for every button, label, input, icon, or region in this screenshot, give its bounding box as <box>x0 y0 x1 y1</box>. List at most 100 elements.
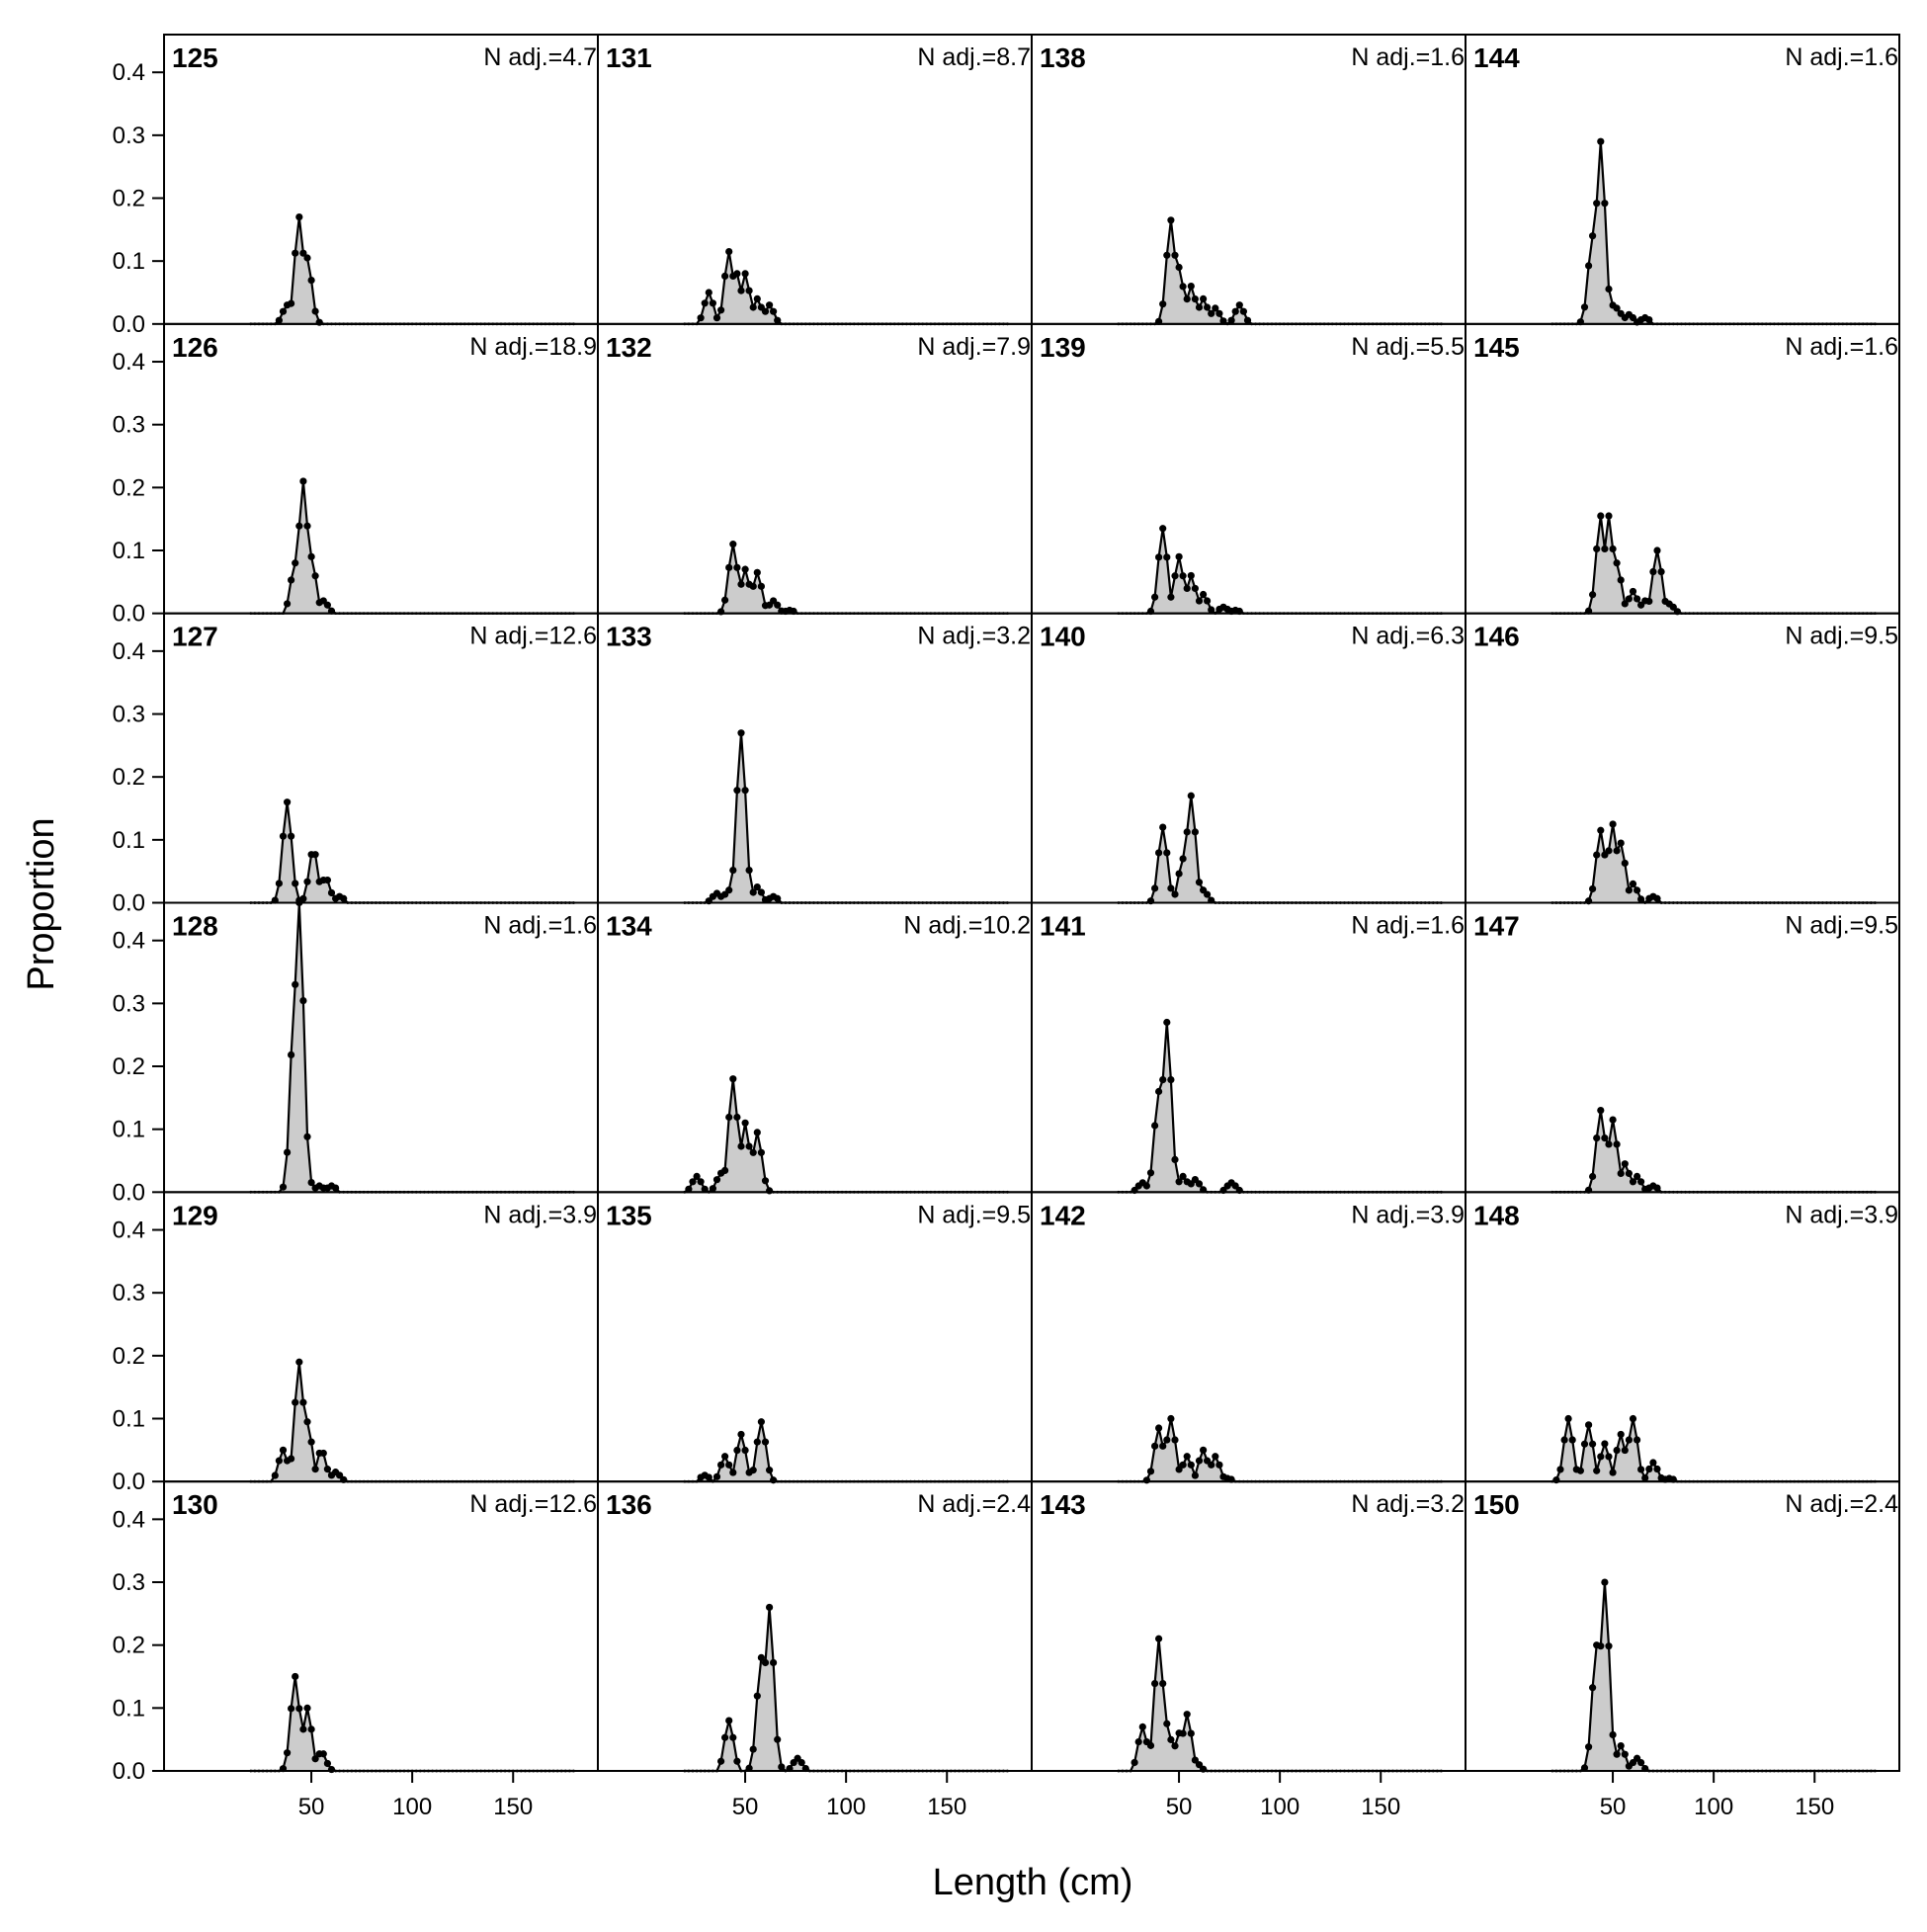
data-point <box>303 254 311 262</box>
panel-n-adj-label: N adj.=5.5 <box>1351 333 1465 361</box>
data-point <box>1605 285 1613 294</box>
data-point <box>319 1750 327 1758</box>
y-tick-label: 0.2 <box>113 1343 145 1370</box>
data-point <box>725 1461 733 1469</box>
data-point <box>299 1725 307 1733</box>
data-point <box>1617 1430 1625 1439</box>
data-point <box>725 1717 733 1724</box>
data-point <box>299 477 307 485</box>
y-tick-label: 0.3 <box>113 1280 145 1306</box>
panel-id-label: 150 <box>1473 1489 1520 1520</box>
data-point <box>774 894 782 902</box>
panel-141: 141 N adj.=1.6 <box>1031 901 1466 1195</box>
data-point <box>1215 309 1223 317</box>
data-point <box>1560 1436 1568 1444</box>
panel-id-label: 129 <box>172 1200 218 1230</box>
panel-id-label: 147 <box>1473 911 1520 942</box>
panel-id-label: 134 <box>606 911 652 942</box>
data-point <box>761 307 770 315</box>
data-point <box>311 572 319 580</box>
panel-frame <box>1031 901 1466 1194</box>
data-point <box>685 1185 693 1193</box>
data-point <box>1131 1758 1138 1767</box>
data-point <box>1183 295 1191 303</box>
data-point <box>292 1672 299 1681</box>
data-point <box>1200 1446 1208 1454</box>
data-point <box>1187 1729 1195 1737</box>
panel-frame <box>163 901 599 1194</box>
panel-146: 146 N adj.=9.5 <box>1465 612 1900 905</box>
distribution-area <box>1551 1418 1876 1482</box>
data-point <box>288 1050 295 1058</box>
panel-id-label: 133 <box>606 622 652 652</box>
data-point <box>1167 1735 1175 1743</box>
data-point <box>1609 545 1617 553</box>
data-point <box>1585 262 1593 270</box>
data-point <box>1167 884 1175 892</box>
data-point <box>292 980 299 988</box>
data-point <box>717 1757 725 1765</box>
data-point <box>1191 828 1199 836</box>
data-point <box>1235 301 1243 309</box>
data-point <box>1159 300 1167 308</box>
data-point <box>323 876 331 884</box>
panel-n-adj-label: N adj.=12.6 <box>469 623 597 650</box>
distribution-area <box>250 902 574 1193</box>
x-tick-label: 50 <box>298 1794 325 1820</box>
x-tick-label: 150 <box>1361 1794 1400 1820</box>
data-point <box>1589 1684 1597 1692</box>
x-tick-label: 100 <box>392 1794 432 1820</box>
data-point <box>721 1733 729 1741</box>
data-point <box>1146 1741 1155 1749</box>
data-point <box>797 1758 805 1767</box>
data-point <box>1151 1122 1159 1130</box>
data-point <box>753 1129 761 1136</box>
distribution-area <box>1118 1418 1442 1482</box>
data-point <box>271 1471 279 1479</box>
panel-frame <box>163 612 599 904</box>
data-point <box>1597 1453 1605 1461</box>
data-point <box>1163 1436 1171 1444</box>
panel-n-adj-label: N adj.=8.7 <box>917 43 1031 71</box>
data-point <box>1634 1436 1641 1444</box>
data-point <box>753 1438 761 1446</box>
data-point <box>1589 1440 1597 1448</box>
y-tick-label: 0.1 <box>113 1406 145 1433</box>
data-point <box>295 522 303 530</box>
y-tick-label: 0.2 <box>113 474 145 501</box>
data-point <box>1568 1436 1576 1444</box>
distribution-area <box>1118 528 1442 614</box>
data-point <box>1167 1076 1175 1084</box>
data-point <box>1609 820 1617 828</box>
data-point <box>701 1185 709 1193</box>
panel-n-adj-label: N adj.=12.6 <box>469 1490 597 1518</box>
panel-frame <box>1465 322 1900 615</box>
data-point <box>1576 1467 1584 1474</box>
panel-144: 144 N adj.=1.6 <box>1465 34 1900 326</box>
panel-id-label: 148 <box>1473 1200 1520 1230</box>
distribution-area <box>1551 1110 1876 1193</box>
panel-frame <box>163 322 599 615</box>
data-point <box>778 1763 786 1771</box>
data-point <box>1634 886 1641 894</box>
data-point <box>761 1177 770 1185</box>
data-point <box>1187 283 1195 291</box>
data-point <box>1597 512 1605 520</box>
distribution-area <box>1118 1022 1442 1193</box>
panel-frame <box>1031 1191 1466 1483</box>
data-point <box>332 1184 340 1192</box>
data-point <box>725 563 733 571</box>
data-point <box>1208 309 1215 317</box>
data-point <box>1167 593 1175 601</box>
panel-frame <box>597 34 1033 325</box>
data-point <box>1208 1461 1215 1469</box>
data-point <box>705 289 712 296</box>
panel-id-label: 144 <box>1473 42 1520 73</box>
data-point <box>1605 1453 1613 1461</box>
distribution-area <box>684 1607 1008 1771</box>
data-point <box>288 576 295 584</box>
y-tick-label: 0.0 <box>113 1179 145 1206</box>
panel-n-adj-label: N adj.=2.4 <box>917 1490 1031 1518</box>
data-point <box>701 299 709 307</box>
data-point <box>1146 1169 1155 1177</box>
